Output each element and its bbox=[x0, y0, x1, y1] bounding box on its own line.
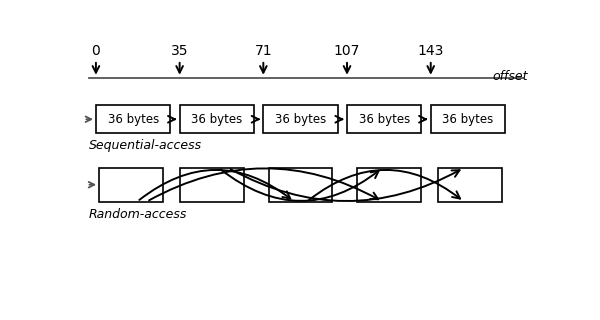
FancyBboxPatch shape bbox=[263, 105, 338, 133]
Text: Sequential-access: Sequential-access bbox=[89, 139, 202, 152]
FancyBboxPatch shape bbox=[439, 168, 502, 202]
Text: 36 bytes: 36 bytes bbox=[107, 113, 159, 126]
Text: 36 bytes: 36 bytes bbox=[191, 113, 242, 126]
Text: 0: 0 bbox=[92, 44, 100, 58]
FancyBboxPatch shape bbox=[347, 105, 421, 133]
Text: 35: 35 bbox=[171, 44, 188, 58]
FancyBboxPatch shape bbox=[96, 105, 170, 133]
Text: 36 bytes: 36 bytes bbox=[275, 113, 326, 126]
FancyBboxPatch shape bbox=[181, 168, 244, 202]
FancyBboxPatch shape bbox=[99, 168, 163, 202]
Text: 71: 71 bbox=[254, 44, 272, 58]
FancyBboxPatch shape bbox=[179, 105, 254, 133]
Text: offset: offset bbox=[493, 70, 529, 83]
Text: 36 bytes: 36 bytes bbox=[359, 113, 410, 126]
Text: 36 bytes: 36 bytes bbox=[442, 113, 494, 126]
Text: Random-access: Random-access bbox=[89, 208, 187, 221]
Text: 143: 143 bbox=[418, 44, 444, 58]
Text: 107: 107 bbox=[334, 44, 360, 58]
FancyBboxPatch shape bbox=[357, 168, 421, 202]
FancyBboxPatch shape bbox=[431, 105, 505, 133]
FancyBboxPatch shape bbox=[269, 168, 332, 202]
